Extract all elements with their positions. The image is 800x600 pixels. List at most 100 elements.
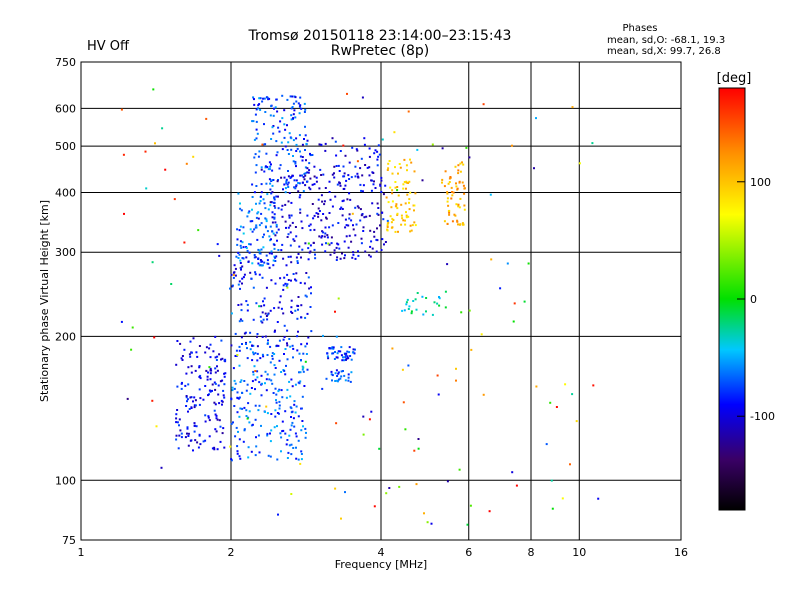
data-point (301, 368, 304, 371)
data-point (350, 176, 353, 179)
data-point (370, 240, 373, 243)
data-point (252, 286, 255, 289)
data-point (506, 262, 509, 265)
data-point (335, 369, 338, 372)
data-point (204, 414, 207, 417)
colorbar-tick-label: 100 (750, 176, 771, 189)
data-point (468, 156, 471, 159)
data-point (334, 310, 336, 313)
data-point (214, 367, 217, 370)
data-point (328, 212, 331, 214)
data-point (331, 205, 334, 208)
data-points (120, 88, 600, 526)
data-point (267, 262, 270, 265)
data-point (292, 155, 294, 157)
data-point (291, 95, 294, 98)
data-point (187, 444, 190, 447)
data-point (347, 174, 350, 177)
data-point (391, 172, 394, 175)
data-point (249, 348, 252, 351)
data-point (291, 221, 294, 224)
data-point (297, 190, 300, 193)
data-point (295, 457, 298, 460)
data-point (450, 186, 453, 189)
data-point (274, 415, 277, 418)
data-point (120, 320, 123, 323)
data-point (294, 160, 297, 163)
data-point (293, 400, 296, 403)
data-point (289, 395, 292, 398)
data-point (248, 410, 251, 413)
data-point (406, 298, 409, 301)
chart-subtitle: RwPretec (8p) (331, 43, 429, 59)
data-point (243, 273, 246, 276)
data-point (305, 142, 308, 145)
data-point (245, 300, 248, 303)
data-point (320, 219, 323, 222)
data-point (357, 254, 360, 257)
data-point (407, 110, 410, 113)
data-point (249, 271, 252, 274)
data-point (223, 446, 226, 449)
data-point (221, 379, 224, 382)
data-point (350, 240, 353, 243)
data-point (219, 380, 222, 383)
data-point (311, 183, 314, 186)
data-point (209, 378, 212, 381)
data-point (214, 382, 217, 385)
data-point (236, 354, 239, 356)
data-point (346, 92, 348, 95)
data-point (258, 252, 261, 255)
data-point (238, 364, 241, 367)
data-point (251, 359, 254, 362)
data-point (266, 432, 269, 435)
data-point (271, 216, 274, 219)
data-point (397, 230, 399, 233)
data-point (377, 155, 380, 158)
data-point (391, 192, 394, 195)
data-point (287, 175, 290, 178)
data-point (330, 242, 333, 245)
data-point (368, 166, 371, 169)
data-point (281, 396, 284, 399)
data-point (361, 96, 364, 99)
data-point (275, 140, 278, 143)
data-point (193, 422, 196, 425)
data-point (456, 219, 459, 222)
data-point (381, 238, 384, 241)
data-point (290, 279, 292, 282)
data-point (270, 379, 273, 382)
data-point (362, 230, 365, 232)
data-point (359, 219, 362, 222)
data-point (328, 191, 331, 193)
data-point (286, 98, 289, 101)
data-point (344, 491, 346, 494)
data-point (266, 259, 269, 262)
data-point (298, 196, 301, 199)
data-point (300, 453, 303, 455)
data-point (279, 277, 282, 280)
data-point (345, 224, 348, 227)
data-point (189, 396, 192, 399)
data-point (273, 247, 276, 250)
data-point (256, 238, 259, 241)
data-point (489, 193, 492, 196)
data-point (218, 353, 221, 356)
data-point (309, 154, 312, 157)
data-point (379, 224, 381, 227)
data-point (271, 355, 274, 357)
data-point (288, 444, 291, 447)
data-point (511, 471, 514, 474)
data-point (375, 250, 378, 253)
data-point (278, 412, 280, 415)
data-point (561, 497, 564, 500)
data-point (215, 417, 218, 420)
data-point (326, 355, 329, 358)
data-point (281, 243, 284, 246)
data-point (215, 414, 218, 417)
data-point (260, 374, 263, 377)
data-point (347, 373, 350, 376)
data-point (393, 131, 396, 134)
data-point (193, 406, 196, 409)
data-point (274, 106, 277, 109)
